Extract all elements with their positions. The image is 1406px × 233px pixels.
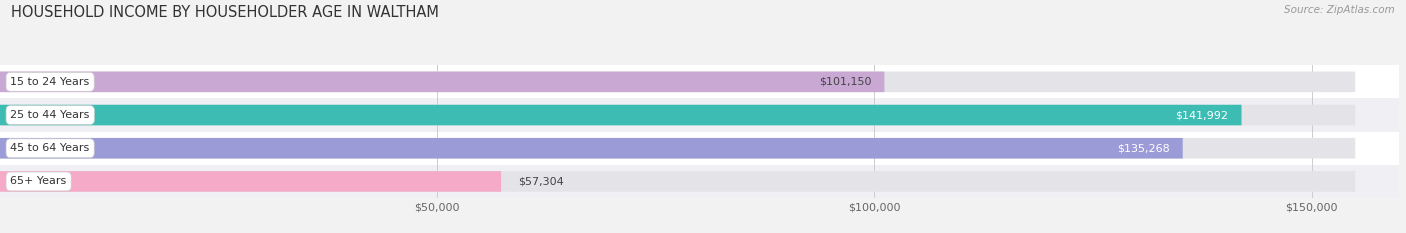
Text: 65+ Years: 65+ Years bbox=[10, 176, 66, 186]
FancyBboxPatch shape bbox=[0, 138, 1355, 158]
FancyBboxPatch shape bbox=[0, 98, 1399, 132]
FancyBboxPatch shape bbox=[0, 105, 1241, 125]
FancyBboxPatch shape bbox=[0, 65, 1399, 98]
Text: 25 to 44 Years: 25 to 44 Years bbox=[10, 110, 90, 120]
Text: $135,268: $135,268 bbox=[1116, 143, 1170, 153]
FancyBboxPatch shape bbox=[0, 171, 1355, 192]
FancyBboxPatch shape bbox=[0, 138, 1182, 158]
Text: 15 to 24 Years: 15 to 24 Years bbox=[10, 77, 90, 87]
FancyBboxPatch shape bbox=[0, 165, 1399, 198]
FancyBboxPatch shape bbox=[0, 105, 1355, 125]
FancyBboxPatch shape bbox=[0, 132, 1399, 165]
FancyBboxPatch shape bbox=[0, 72, 884, 92]
Text: 45 to 64 Years: 45 to 64 Years bbox=[10, 143, 90, 153]
Text: HOUSEHOLD INCOME BY HOUSEHOLDER AGE IN WALTHAM: HOUSEHOLD INCOME BY HOUSEHOLDER AGE IN W… bbox=[11, 5, 439, 20]
FancyBboxPatch shape bbox=[0, 72, 1355, 92]
Text: Source: ZipAtlas.com: Source: ZipAtlas.com bbox=[1284, 5, 1395, 15]
Text: $57,304: $57,304 bbox=[519, 176, 564, 186]
FancyBboxPatch shape bbox=[0, 171, 501, 192]
Text: $101,150: $101,150 bbox=[818, 77, 872, 87]
Text: $141,992: $141,992 bbox=[1175, 110, 1229, 120]
